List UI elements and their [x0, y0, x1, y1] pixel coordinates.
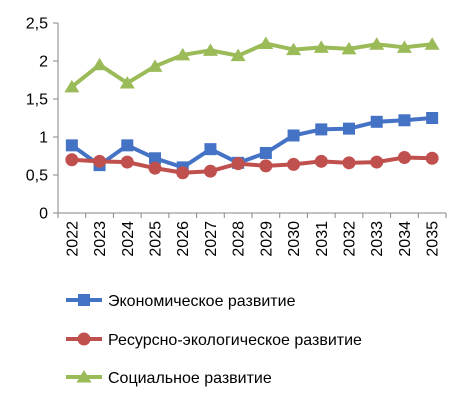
data-point	[203, 164, 217, 178]
legend-label-1: Экономическое развитие	[108, 293, 296, 310]
data-point	[313, 40, 329, 53]
x-tick-label: 2033	[369, 221, 386, 257]
data-point	[92, 57, 108, 71]
data-point	[343, 122, 355, 135]
data-point	[204, 143, 217, 156]
legend-marker-1	[78, 294, 90, 306]
data-point	[148, 161, 162, 175]
x-tick-label: 2028	[231, 221, 248, 257]
data-point	[396, 40, 412, 53]
data-point	[120, 155, 134, 169]
x-tick-label: 2029	[258, 221, 275, 257]
data-point	[64, 79, 80, 93]
data-point	[231, 157, 245, 171]
data-point	[425, 151, 439, 165]
y-tick-label: 0,5	[26, 168, 48, 185]
data-point	[342, 156, 356, 170]
data-point	[315, 123, 328, 136]
data-point	[119, 76, 135, 89]
data-point	[147, 59, 163, 72]
data-point	[398, 114, 411, 127]
x-tick-label: 2034	[397, 221, 414, 257]
x-tick-label: 2027	[203, 221, 220, 257]
x-tick-label: 2022	[64, 221, 81, 257]
y-tick-label: 2,5	[26, 16, 48, 33]
data-point	[369, 37, 385, 50]
data-point	[424, 37, 440, 50]
data-point	[286, 42, 302, 56]
y-tick-label: 1	[39, 130, 48, 147]
y-tick-label: 0	[39, 206, 48, 223]
data-point	[341, 41, 357, 55]
data-point	[175, 47, 191, 61]
x-tick-label: 2031	[314, 221, 331, 257]
data-point	[314, 154, 328, 168]
data-point	[93, 154, 107, 168]
x-tick-label: 2032	[342, 221, 359, 257]
data-point	[176, 166, 190, 180]
y-tick-label: 1,5	[26, 92, 48, 109]
data-point	[258, 36, 274, 50]
data-point	[287, 129, 300, 142]
x-tick-label: 2024	[120, 221, 137, 257]
data-point	[259, 159, 273, 173]
data-point	[149, 152, 161, 165]
x-tick-label: 2035	[425, 221, 442, 257]
legend-marker-2	[77, 332, 91, 346]
x-tick-label: 2026	[175, 221, 192, 257]
y-tick-label: 2	[39, 54, 48, 71]
data-point	[65, 153, 79, 167]
data-point	[287, 157, 301, 171]
data-point	[121, 139, 134, 152]
data-point	[65, 139, 78, 152]
legend-label-3: Социальное развитие	[108, 370, 272, 387]
legend-label-2: Ресурсно-экологическое развитие	[108, 332, 362, 349]
data-point	[259, 146, 272, 159]
x-tick-label: 2025	[148, 221, 165, 257]
x-tick-label: 2030	[286, 221, 303, 257]
data-point	[202, 43, 218, 56]
data-point	[426, 112, 439, 124]
data-point	[370, 115, 383, 128]
x-tick-label: 2023	[92, 221, 109, 257]
legend-marker-3	[76, 370, 92, 383]
data-point	[370, 155, 384, 169]
data-point	[230, 48, 246, 62]
data-point	[397, 151, 411, 165]
